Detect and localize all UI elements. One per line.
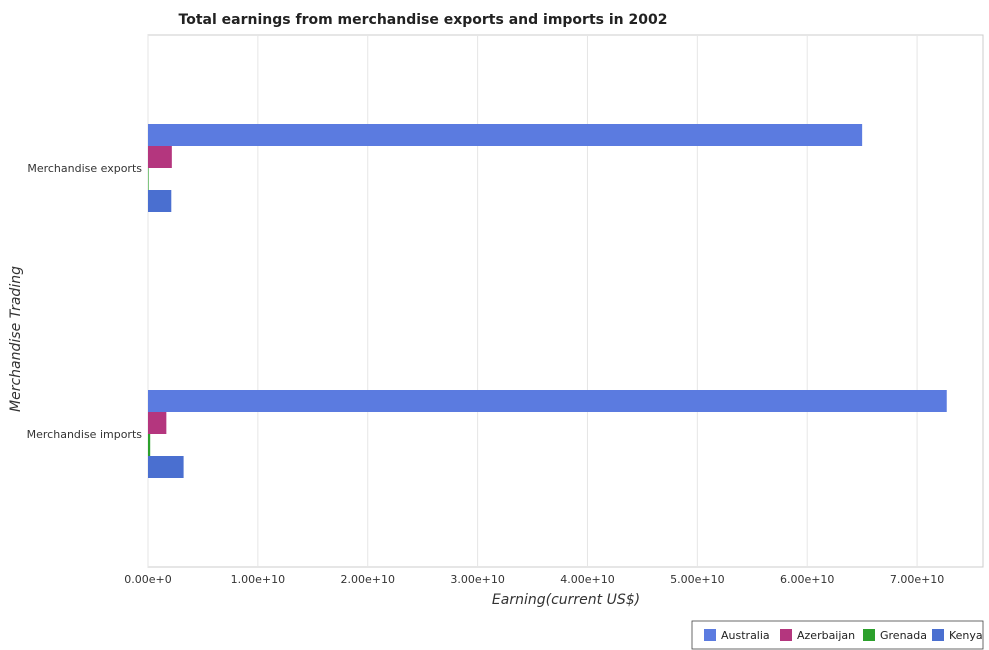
y-tick-label: Merchandise exports bbox=[27, 162, 142, 175]
bar-australia-imports bbox=[148, 390, 947, 412]
x-tick-label: 7.00e+10 bbox=[890, 573, 944, 586]
legend-label-kenya: Kenya bbox=[949, 629, 983, 642]
x-axis: 0.00e+0 1.00e+10 2.00e+10 3.00e+10 4.00e+10 5… bbox=[124, 573, 944, 586]
y-axis-label: Merchandise Trading bbox=[8, 266, 24, 412]
chart-title: Total earnings from merchandise exports … bbox=[179, 12, 668, 28]
legend-label-grenada: Grenada bbox=[880, 629, 927, 642]
legend-label-azerbaijan: Azerbaijan bbox=[797, 629, 855, 642]
y-axis: Merchandise exports Merchandise imports bbox=[27, 162, 143, 441]
bar-grenada-exports bbox=[148, 168, 149, 190]
bar-azerbaijan-imports bbox=[148, 412, 167, 434]
bar-australia-exports bbox=[148, 124, 863, 146]
x-tick-label: 2.00e+10 bbox=[340, 573, 394, 586]
bar-azerbaijan-exports bbox=[148, 146, 172, 168]
bar-kenya-exports bbox=[148, 190, 172, 212]
legend-swatch-australia bbox=[704, 629, 716, 641]
plot-frame bbox=[147, 34, 984, 568]
legend-label-australia: Australia bbox=[721, 629, 770, 642]
x-axis-label: Earning(current US$) bbox=[492, 592, 640, 608]
grid bbox=[147, 34, 984, 568]
x-tick-label: 4.00e+10 bbox=[560, 573, 614, 586]
legend-swatch-kenya bbox=[932, 629, 944, 641]
bars bbox=[148, 124, 947, 478]
x-tick-label: 3.00e+10 bbox=[450, 573, 504, 586]
y-tick-label: Merchandise imports bbox=[27, 428, 143, 441]
bar-grenada-imports bbox=[148, 434, 151, 456]
x-tick-label: 1.00e+10 bbox=[231, 573, 285, 586]
legend-swatch-azerbaijan bbox=[780, 629, 792, 641]
x-tick-label: 5.00e+10 bbox=[670, 573, 724, 586]
x-tick-label: 6.00e+10 bbox=[780, 573, 834, 586]
legend-swatch-grenada bbox=[863, 629, 875, 641]
x-tick-label: 0.00e+0 bbox=[124, 573, 171, 586]
legend: Australia Azerbaijan Grenada Kenya bbox=[691, 620, 984, 650]
bar-kenya-imports bbox=[148, 456, 184, 478]
